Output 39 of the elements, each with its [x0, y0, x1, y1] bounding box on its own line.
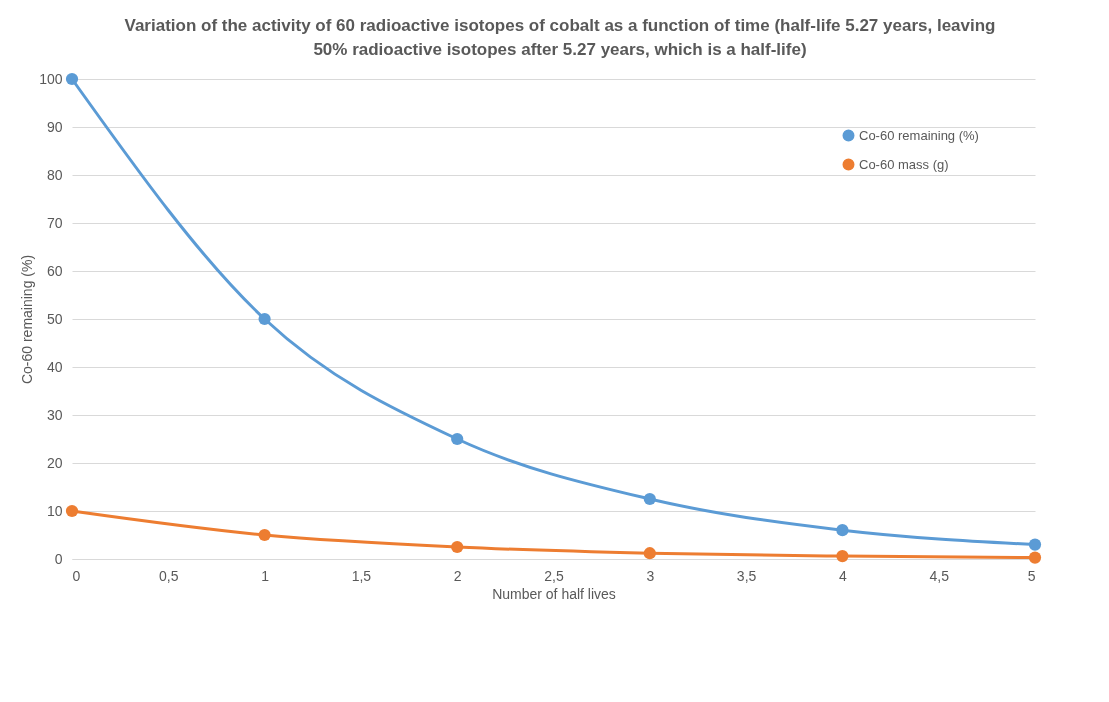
x-tick-label: 0,5: [159, 567, 179, 584]
y-tick-label: 70: [46, 214, 63, 231]
point: [451, 432, 464, 446]
point: [258, 312, 271, 326]
x-tick-label: 1: [261, 567, 270, 584]
x-tick-label: 4: [839, 567, 847, 584]
point: [65, 504, 79, 518]
y-tick-label: 0: [54, 550, 63, 567]
y-tick-label: 100: [39, 70, 63, 87]
legend-label: Co-60 remaining (%): [859, 127, 979, 143]
x-tick-label: 0: [72, 567, 81, 584]
y-tick-label: 50: [46, 310, 63, 327]
x-tick-label: 3,5: [736, 567, 757, 584]
x-tick-label: 2,5: [544, 567, 564, 584]
point: [65, 72, 79, 86]
x-tick-label: 3: [646, 567, 655, 584]
x-tick-label: 5: [1027, 567, 1036, 584]
point: [643, 547, 656, 560]
point: [451, 540, 464, 554]
point: [836, 550, 849, 563]
point: [1028, 551, 1042, 564]
y-tick-label: 40: [46, 358, 63, 375]
point: [1028, 538, 1042, 551]
point: [643, 492, 656, 506]
legend-label: Co-60 mass (g): [859, 156, 949, 172]
y-tick-label: 30: [46, 406, 63, 423]
point: [258, 528, 271, 542]
x-tick-label: 2: [453, 567, 462, 584]
y-tick-label: 10: [46, 502, 63, 519]
y-tick-label: 20: [46, 454, 63, 471]
y-tick-label: 60: [46, 262, 63, 279]
point: [836, 524, 849, 537]
chart-title: Variation of the activity of 60 radioactive isotopes of cobalt as a function of time (half-life 5.27 years, leaving 50% radioactive isotopes after 5.27 years, which is a half-life): [123, 15, 997, 61]
x-tick-label: 4,5: [929, 567, 950, 584]
x-axis-title: Number of half lives: [492, 585, 616, 602]
y-axis-title: Co-60 remaining (%): [19, 254, 36, 385]
y-tick-label: 90: [46, 118, 63, 135]
y-tick-label: 80: [46, 166, 63, 183]
x-tick-label: 1,5: [351, 567, 372, 584]
